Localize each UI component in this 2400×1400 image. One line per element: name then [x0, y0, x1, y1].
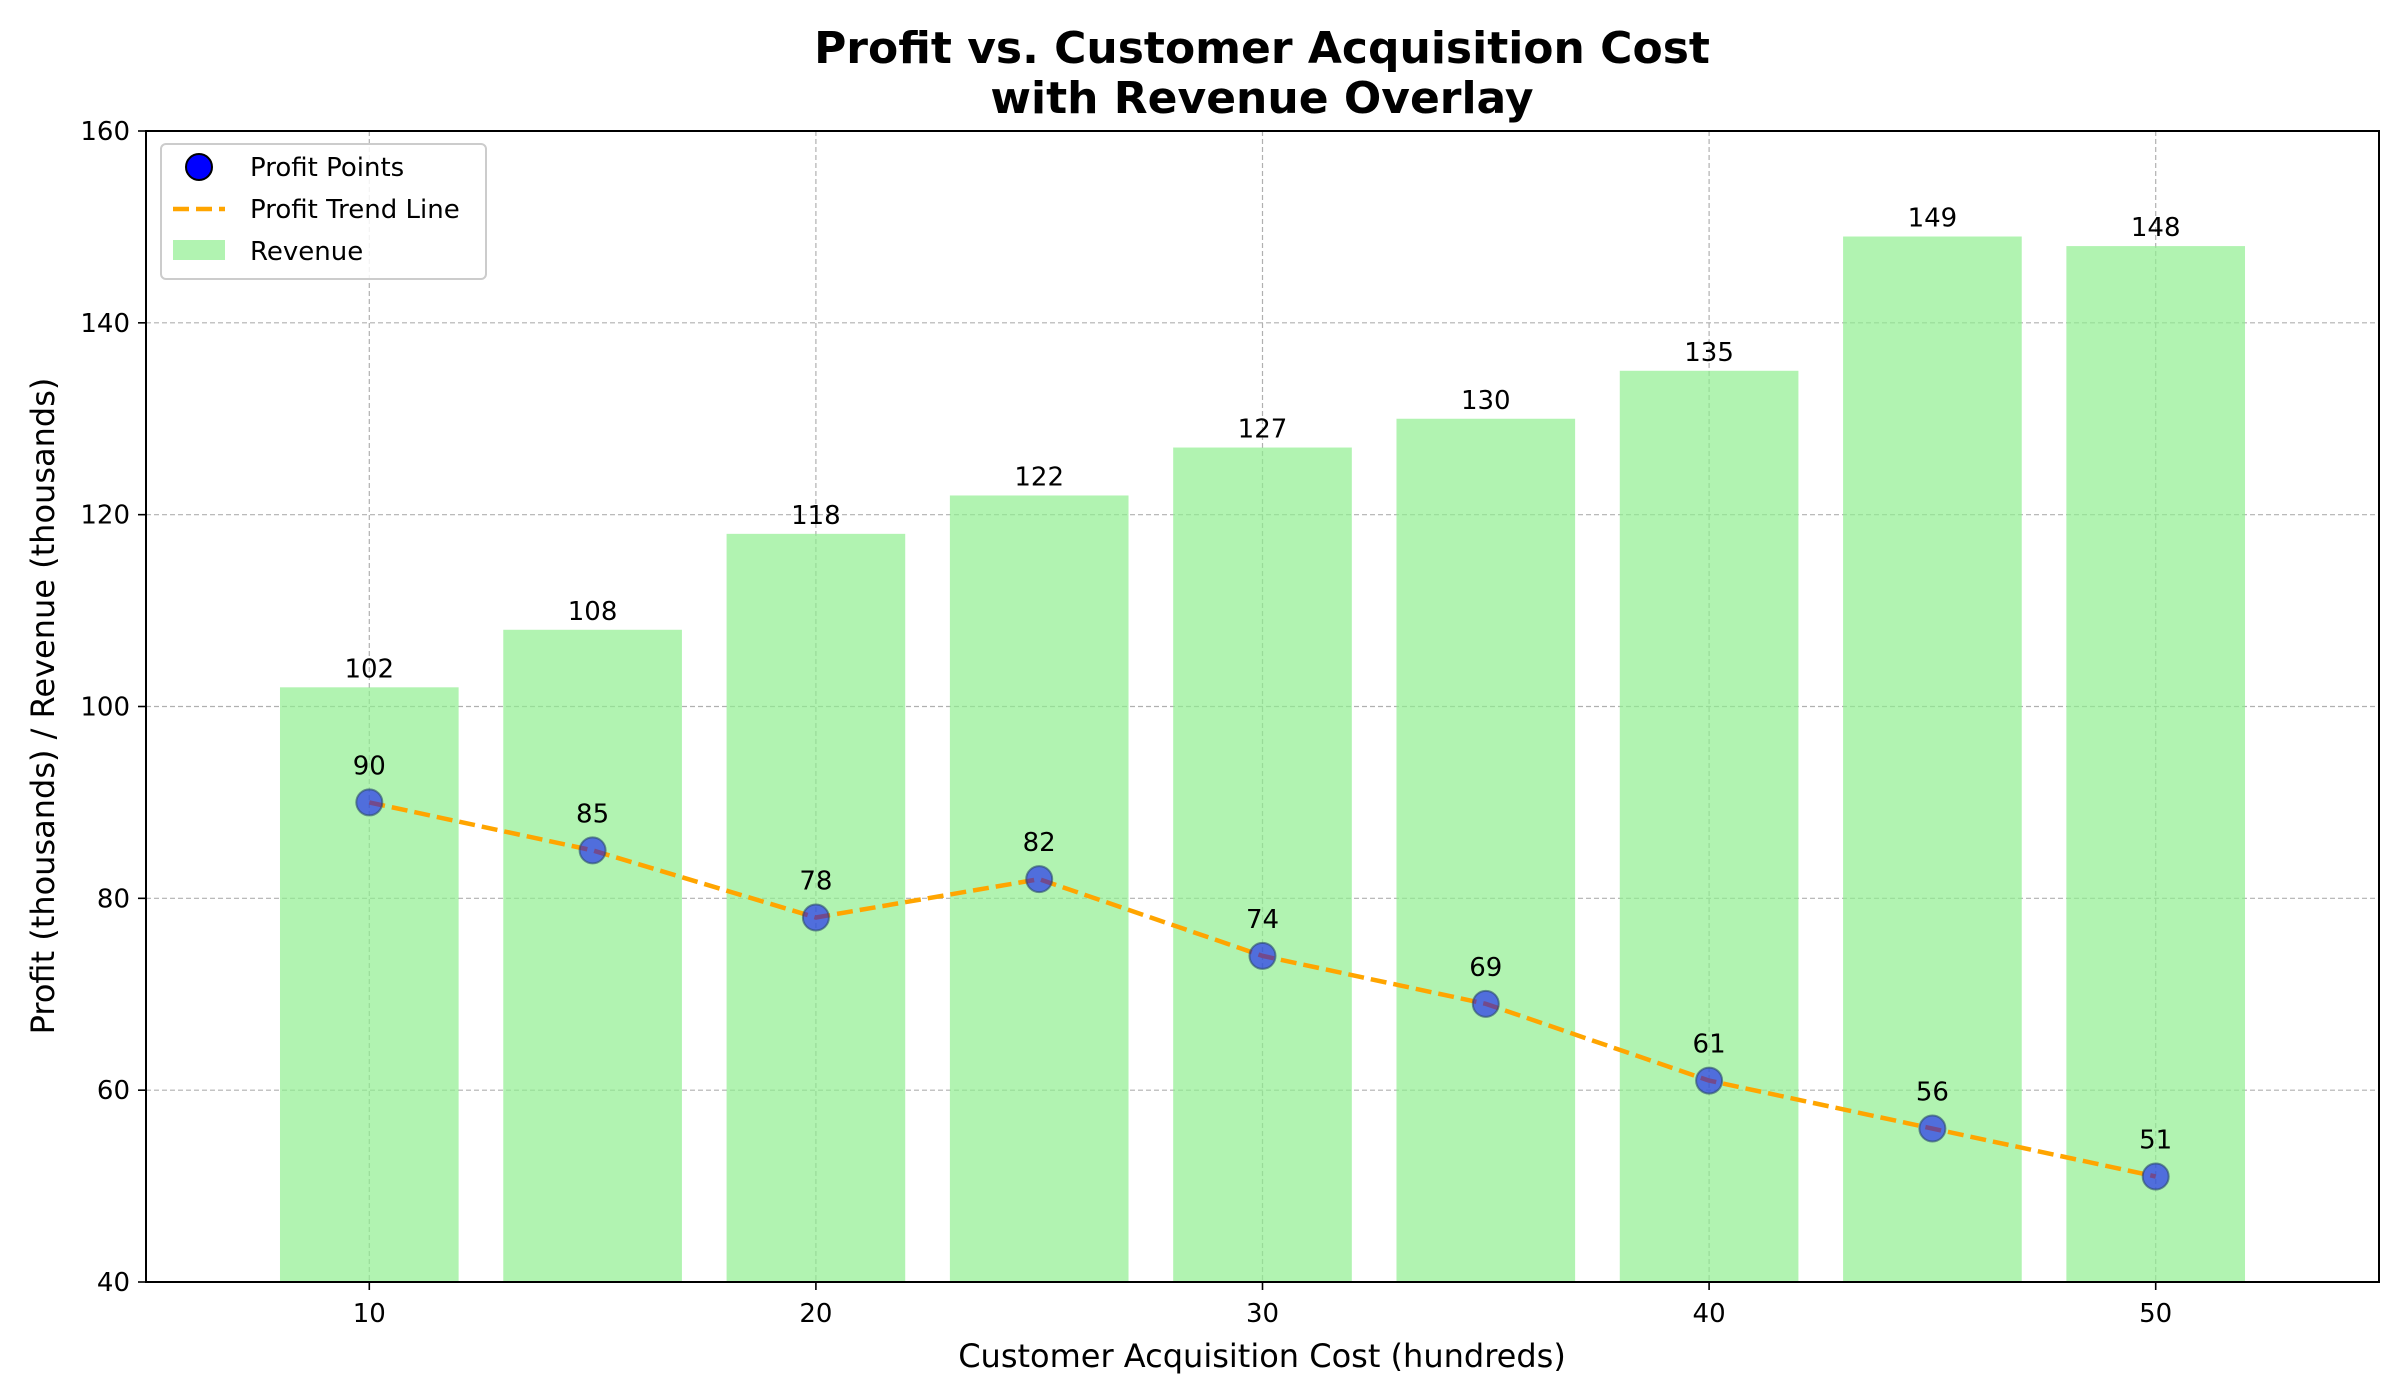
revenue-value-label: 149	[1908, 204, 1958, 234]
profit-value-label: 74	[1246, 905, 1279, 935]
y-tick-label: 100	[80, 693, 130, 723]
x-axis-label: Customer Acquisition Cost (hundreds)	[958, 1337, 1566, 1375]
profit-points	[355, 788, 2170, 1191]
legend-revenue-swatch	[173, 240, 225, 260]
legend-profit-points-label: Profit Points	[250, 153, 404, 183]
profit-value-label: 56	[1916, 1078, 1949, 1108]
y-tick-label: 140	[80, 309, 130, 339]
profit-point	[1471, 989, 1500, 1018]
profit-point	[2141, 1162, 2170, 1191]
legend-box	[160, 143, 487, 280]
legend-revenue-label: Revenue	[250, 237, 363, 267]
revenue-value-label: 130	[1461, 386, 1511, 416]
y-tick-label: 80	[97, 884, 130, 914]
x-tick-label: 30	[1246, 1299, 1279, 1329]
y-axis-label: Profit (thousands) / Revenue (thousands)	[24, 378, 62, 1035]
profit-value-label: 69	[1469, 953, 1502, 983]
x-tick-label: 50	[2139, 1299, 2172, 1329]
axis-ticks: 10 20 30 40 50 40 60 80 100 120 140 160	[80, 117, 2172, 1329]
profit-point	[1695, 1066, 1724, 1095]
chart-legend: Profit Points Profit Trend Line Revenue	[160, 143, 487, 280]
revenue-bar	[1173, 447, 1352, 1282]
profit-point	[578, 836, 607, 865]
profit-point	[1918, 1114, 1947, 1143]
profit-point	[1248, 941, 1277, 970]
profit-value-label: 61	[1693, 1030, 1726, 1060]
chart-title-line2: with Revenue Overlay	[990, 73, 1533, 124]
profit-value-label: 78	[799, 867, 832, 897]
data-labels: 102 108 118 122 127 130 135 149 148 90 85 78 82 74 69 6…	[344, 204, 2180, 1156]
revenue-value-label: 108	[568, 597, 618, 627]
revenue-value-label: 122	[1014, 462, 1064, 492]
profit-point	[801, 903, 830, 932]
revenue-value-label: 118	[791, 501, 841, 531]
profit-value-label: 51	[2139, 1125, 2172, 1155]
revenue-bar	[2066, 246, 2246, 1283]
revenue-bar	[1843, 236, 2022, 1283]
profit-point	[355, 788, 384, 817]
revenue-bars	[279, 236, 2246, 1283]
revenue-bar	[1396, 418, 1576, 1282]
legend-profit-points-marker	[185, 153, 213, 181]
revenue-value-label: 127	[1238, 415, 1288, 445]
y-tick-label: 160	[80, 117, 130, 147]
revenue-value-label: 148	[2131, 213, 2181, 243]
revenue-bar	[279, 687, 459, 1282]
revenue-value-label: 135	[1684, 338, 1734, 368]
revenue-bar	[503, 629, 682, 1282]
y-tick-label: 40	[97, 1268, 130, 1298]
profit-value-label: 90	[353, 751, 386, 781]
profit-value-label: 85	[576, 799, 609, 829]
legend-trend-line-label: Profit Trend Line	[250, 195, 460, 225]
revenue-bar	[1619, 370, 1799, 1283]
y-tick-label: 120	[80, 501, 130, 531]
y-tick-label: 60	[97, 1076, 130, 1106]
profit-value-label: 82	[1023, 828, 1056, 858]
x-tick-label: 40	[1693, 1299, 1726, 1329]
profit-point	[1025, 865, 1054, 894]
x-tick-label: 20	[799, 1299, 832, 1329]
chart-title-line1: Profit vs. Customer Acquisition Cost	[814, 23, 1710, 74]
revenue-value-label: 102	[344, 654, 394, 684]
x-tick-label: 10	[353, 1299, 386, 1329]
